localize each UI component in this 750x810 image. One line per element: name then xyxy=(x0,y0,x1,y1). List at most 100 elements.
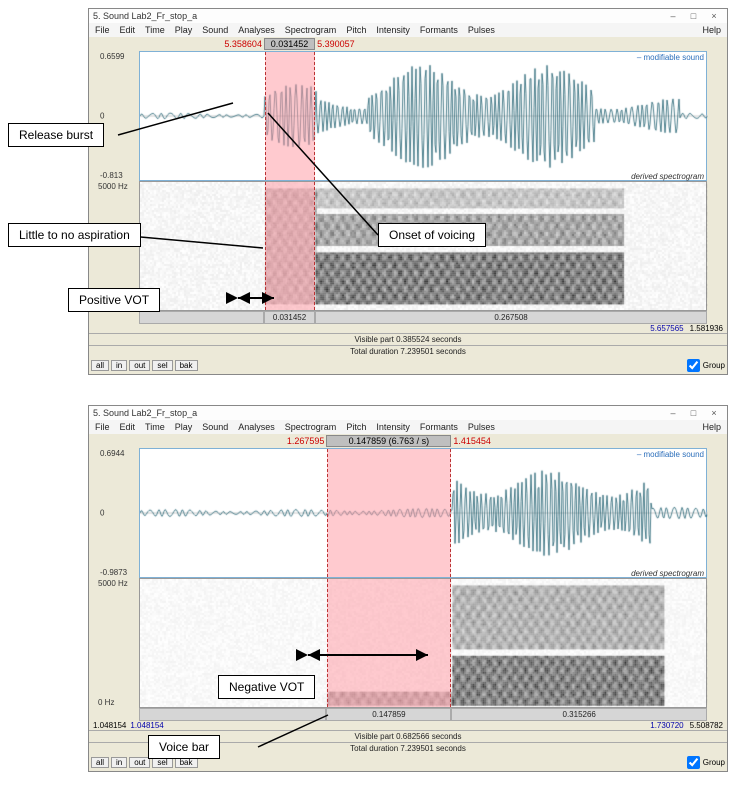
menu-play[interactable]: Play xyxy=(175,422,193,432)
zoom-controls: allinoutselbak Group xyxy=(89,357,727,374)
selection-start-time: 1.267595 xyxy=(139,436,326,446)
zoom-all-button[interactable]: all xyxy=(91,757,109,768)
praat-window: 5. Sound Lab2_Fr_stop_a – □ × File Edit Ti… xyxy=(88,8,728,375)
annotation-label: Onset of voicing xyxy=(378,223,486,247)
total-duration-label: Total duration 7.239501 seconds xyxy=(89,345,727,357)
menu-help[interactable]: Help xyxy=(702,25,721,35)
zoom-out-button[interactable]: out xyxy=(129,360,150,371)
zoom-sel-button[interactable]: sel xyxy=(152,360,172,371)
view-start-b: 1.048154 xyxy=(130,721,163,730)
menu-analyses[interactable]: Analyses xyxy=(238,25,275,35)
wave-title: – modifiable sound xyxy=(637,53,704,62)
spectro-bottom-label: 0 Hz xyxy=(98,698,114,707)
menu-file[interactable]: File xyxy=(95,25,110,35)
footer-after-dur: 0.267508 xyxy=(315,311,707,324)
scroll-remain: 1.581936 xyxy=(690,324,723,333)
time-footer: 0.147859 0.315266 xyxy=(139,708,707,721)
praat-window: 5. Sound Lab2_Fr_stop_a – □ × File Edit Ti… xyxy=(88,405,728,772)
annotation-label: Release burst xyxy=(8,123,104,147)
footer-pad xyxy=(139,311,264,324)
spectro-top-label: 5000 Hz xyxy=(98,579,128,588)
titlebar: 5. Sound Lab2_Fr_stop_a – □ × xyxy=(89,406,727,420)
minimize-icon[interactable]: – xyxy=(664,11,682,21)
zoom-in-button[interactable]: in xyxy=(111,360,127,371)
group-check-input[interactable] xyxy=(687,359,700,372)
minimize-icon[interactable]: – xyxy=(664,408,682,418)
wave-max-label: 0.6944 xyxy=(100,449,124,458)
spectro-title: derived spectrogram xyxy=(631,569,704,578)
edge-times: 1.048154 1.048154 1.730720 5.508782 xyxy=(89,721,727,730)
wave-title: – modifiable sound xyxy=(637,450,704,459)
group-label: Group xyxy=(703,361,725,370)
annotation-label: Positive VOT xyxy=(68,288,160,312)
selection-highlight xyxy=(265,52,316,180)
edge-times: 5.657565 1.581936 xyxy=(89,324,727,333)
waveform-panel[interactable]: 0.6599 0 -0.813 – modifiable sound xyxy=(139,51,707,181)
menu-intensity[interactable]: Intensity xyxy=(376,422,410,432)
menu-spectrogram[interactable]: Spectrogram xyxy=(285,422,337,432)
menu-file[interactable]: File xyxy=(95,422,110,432)
selection-duration: 0.031452 xyxy=(264,38,315,50)
menu-edit[interactable]: Edit xyxy=(120,422,136,432)
menu-pitch[interactable]: Pitch xyxy=(346,422,366,432)
zoom-in-button[interactable]: in xyxy=(111,757,127,768)
group-label: Group xyxy=(703,758,725,767)
menu-formants[interactable]: Formants xyxy=(420,25,458,35)
menu-edit[interactable]: Edit xyxy=(120,25,136,35)
view-end: 1.730720 xyxy=(650,721,683,730)
scroll-remain: 5.508782 xyxy=(690,721,723,730)
group-check-input[interactable] xyxy=(687,756,700,769)
close-icon[interactable]: × xyxy=(705,11,723,21)
menu-spectrogram[interactable]: Spectrogram xyxy=(285,25,337,35)
selection-highlight xyxy=(327,579,452,707)
menu-formants[interactable]: Formants xyxy=(420,422,458,432)
annotation-label: Negative VOT xyxy=(218,675,315,699)
menu-help[interactable]: Help xyxy=(702,422,721,432)
selection-end-time: 1.415454 xyxy=(451,436,707,446)
close-icon[interactable]: × xyxy=(705,408,723,418)
menu-time[interactable]: Time xyxy=(145,25,165,35)
selection-end-time: 5.390057 xyxy=(315,39,707,49)
wave-zero-label: 0 xyxy=(100,112,104,121)
time-footer: 0.031452 0.267508 xyxy=(139,311,707,324)
spectro-top-label: 5000 Hz xyxy=(98,182,128,191)
wave-zero-label: 0 xyxy=(100,509,104,518)
time-header: 1.267595 0.147859 (6.763 / s) 1.415454 xyxy=(139,434,707,448)
waveform-canvas xyxy=(140,52,708,180)
group-checkbox[interactable]: Group xyxy=(687,359,725,372)
view-end: 5.657565 xyxy=(650,324,683,333)
menu-analyses[interactable]: Analyses xyxy=(238,422,275,432)
menu-play[interactable]: Play xyxy=(175,25,193,35)
selection-highlight xyxy=(265,182,316,310)
menu-time[interactable]: Time xyxy=(145,422,165,432)
wave-max-label: 0.6599 xyxy=(100,52,124,61)
window-controls[interactable]: – □ × xyxy=(664,408,723,418)
spectro-title: derived spectrogram xyxy=(631,172,704,181)
menubar[interactable]: File Edit Time Play Sound Analyses Spectrogram… xyxy=(89,420,727,434)
menu-sound[interactable]: Sound xyxy=(202,25,228,35)
menu-pulses[interactable]: Pulses xyxy=(468,422,495,432)
window-title: 5. Sound Lab2_Fr_stop_a xyxy=(93,11,197,21)
menu-intensity[interactable]: Intensity xyxy=(376,25,410,35)
waveform-panel[interactable]: 0.6944 0 -0.9873 – modifiable sound xyxy=(139,448,707,578)
group-checkbox[interactable]: Group xyxy=(687,756,725,769)
menu-pitch[interactable]: Pitch xyxy=(346,25,366,35)
footer-sel-dur: 0.147859 xyxy=(326,708,451,721)
footer-sel-dur: 0.031452 xyxy=(264,311,315,324)
time-header: 5.358604 0.031452 5.390057 xyxy=(139,37,707,51)
menubar[interactable]: File Edit Time Play Sound Analyses Spectrogram… xyxy=(89,23,727,37)
zoom-bak-button[interactable]: bak xyxy=(175,360,198,371)
annotation-label: Little to no aspiration xyxy=(8,223,141,247)
zoom-all-button[interactable]: all xyxy=(91,360,109,371)
maximize-icon[interactable]: □ xyxy=(684,11,702,21)
view-start-a: 1.048154 xyxy=(93,721,126,730)
maximize-icon[interactable]: □ xyxy=(684,408,702,418)
menu-sound[interactable]: Sound xyxy=(202,422,228,432)
titlebar: 5. Sound Lab2_Fr_stop_a – □ × xyxy=(89,9,727,23)
window-controls[interactable]: – □ × xyxy=(664,11,723,21)
selection-duration: 0.147859 (6.763 / s) xyxy=(326,435,451,447)
window-title: 5. Sound Lab2_Fr_stop_a xyxy=(93,408,197,418)
wave-min-label: -0.9873 xyxy=(100,568,127,577)
footer-pad xyxy=(139,708,326,721)
menu-pulses[interactable]: Pulses xyxy=(468,25,495,35)
